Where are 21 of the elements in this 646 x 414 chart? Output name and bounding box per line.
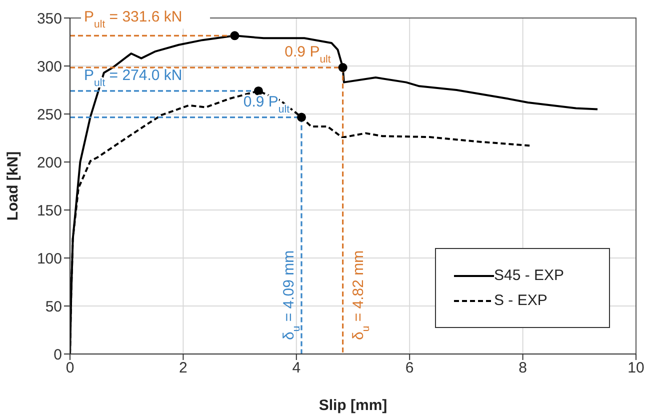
x-tick-label: 4 (292, 360, 301, 377)
y-tick-label: 300 (36, 58, 62, 76)
y-tick-label: 250 (36, 106, 62, 124)
x-tick-label: 8 (518, 360, 527, 377)
annotation: P$_{ult}$ = 331.6 kN (84, 8, 182, 31)
y-tick-label: 150 (36, 202, 62, 220)
y-tick-label: 200 (36, 154, 62, 172)
y-tick-label: 100 (36, 250, 62, 268)
annotation: 0.9 P$_{ult}$ (243, 93, 290, 116)
annotation: 0.9 P$_{ult}$ (284, 44, 331, 66)
x-axis-title: Slip [mm] (318, 397, 388, 414)
y-tick-label: 50 (45, 298, 62, 316)
x-tick-label: 6 (405, 360, 414, 377)
legend-label: S - EXP (494, 292, 548, 309)
x-tick-label: 2 (179, 360, 188, 377)
x-tick-label: 0 (66, 360, 74, 377)
y-tick-label: 0 (54, 346, 62, 364)
x-tick-label: 10 (628, 360, 644, 377)
y-axis-title: Load [kN] (4, 151, 22, 221)
y-tick-label: 350 (36, 10, 62, 28)
legend-label: S45 - EXP (494, 267, 564, 284)
